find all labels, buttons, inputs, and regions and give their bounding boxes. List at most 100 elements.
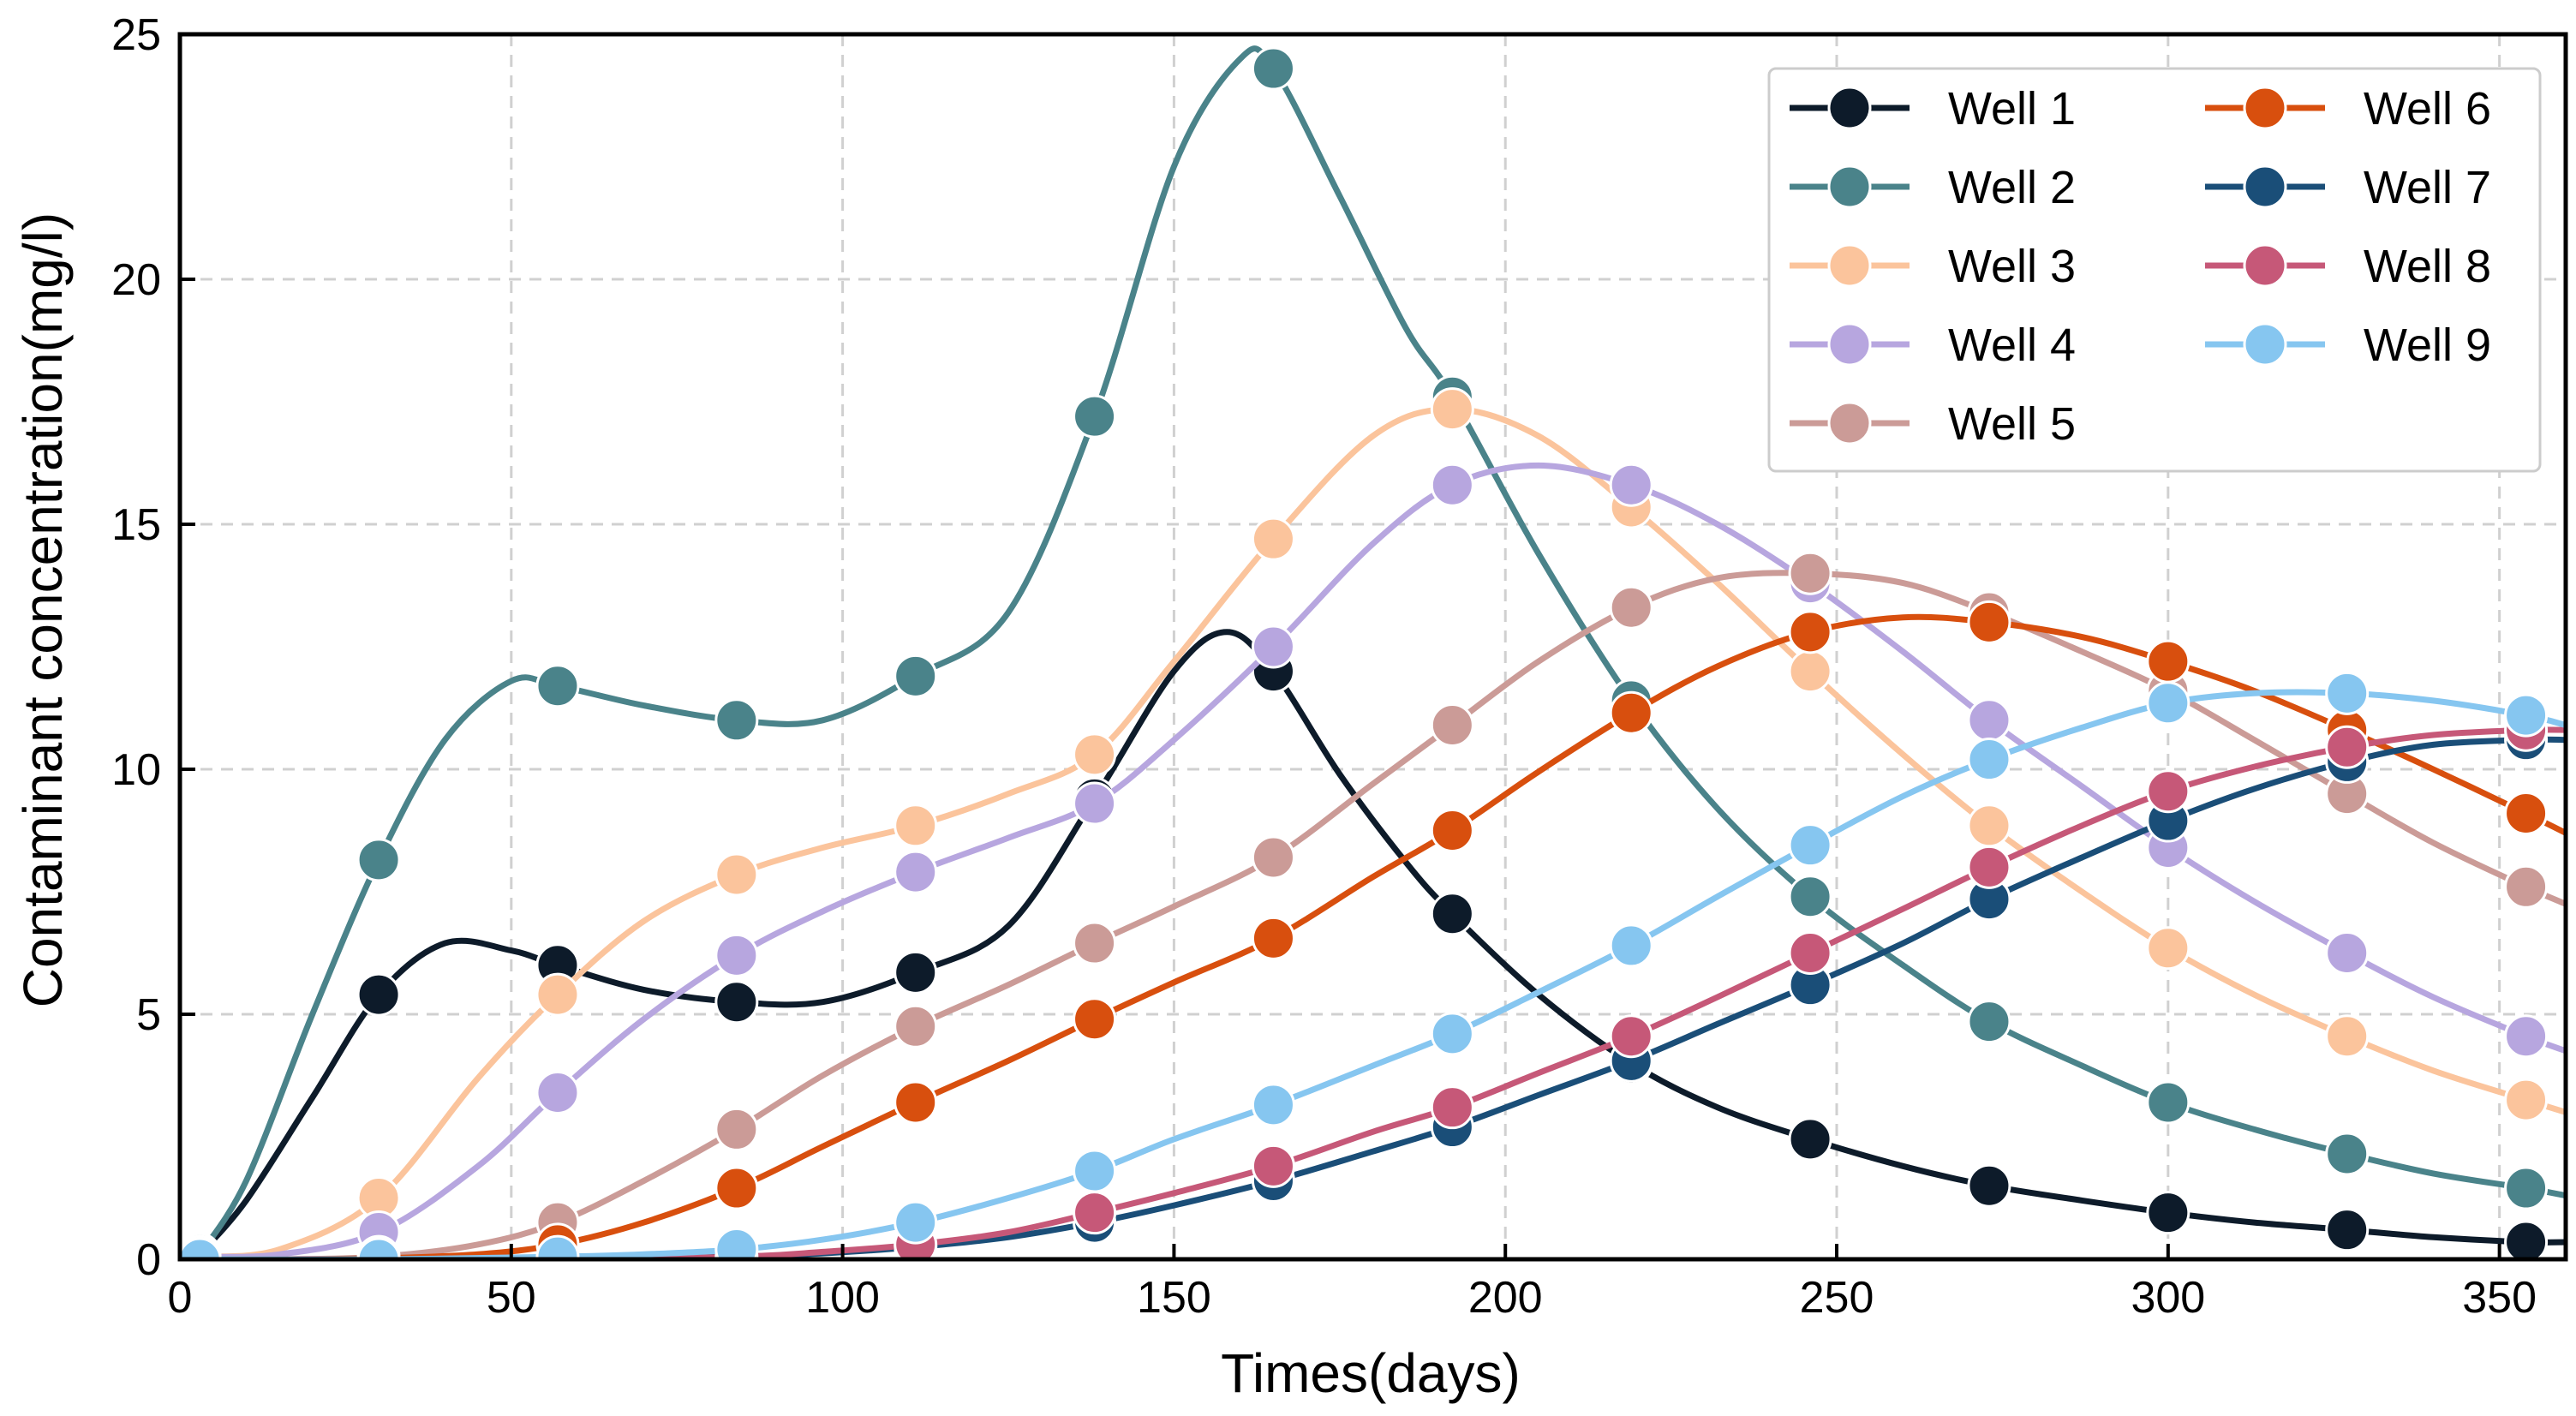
grid: [180, 34, 2566, 1259]
series-line-well-4: [196, 462, 2566, 1259]
x-axis-title: Times(days): [1221, 1342, 1521, 1404]
data-point-well-2: [535, 664, 580, 708]
data-point-well-1: [714, 980, 759, 1025]
legend-marker-well-3: [1827, 243, 1872, 288]
data-point-well-3: [1430, 387, 1474, 432]
legend-entry-well-4: Well 4: [1790, 320, 2076, 371]
data-point-well-8: [1073, 1191, 1117, 1235]
data-point-well-4: [894, 850, 938, 894]
data-point-well-2: [1788, 875, 1832, 919]
x-tick-label: 200: [1468, 1273, 1543, 1323]
data-point-well-8: [1967, 845, 2011, 889]
legend-marker-well-2: [1827, 164, 1872, 209]
data-point-well-6: [1430, 809, 1474, 852]
data-point-well-9: [535, 1234, 580, 1259]
legend-label-well-7: Well 7: [2364, 162, 2491, 213]
legend-entry-well-7: Well 7: [2205, 162, 2491, 213]
legend-label-well-9: Well 9: [2364, 320, 2491, 371]
data-point-well-9: [1430, 1012, 1474, 1056]
data-point-well-6: [1788, 610, 1832, 654]
data-point-well-1: [1967, 1163, 2011, 1208]
x-tick-label: 0: [168, 1273, 193, 1323]
y-axis-title: Contaminant concentration(mg/l): [12, 212, 74, 1007]
series-layer: [180, 45, 2566, 1259]
data-point-well-3: [535, 972, 580, 1017]
data-point-well-5: [2504, 864, 2549, 909]
series-well-6: [180, 600, 2566, 1259]
data-point-well-4: [535, 1071, 580, 1115]
data-point-well-5: [714, 1107, 759, 1151]
data-point-well-9: [1788, 823, 1832, 868]
legend-marker-well-4: [1827, 322, 1872, 367]
data-point-well-9: [1967, 738, 2011, 782]
x-tick-label: 50: [487, 1273, 536, 1323]
data-point-well-9: [1251, 1083, 1295, 1127]
legend-marker-well-7: [2243, 164, 2287, 209]
legend-box: [1767, 67, 2542, 473]
data-point-well-2: [1967, 1000, 2011, 1044]
series-well-3: [180, 387, 2566, 1259]
legend-marker-well-6: [2243, 86, 2287, 130]
legend-label-well-3: Well 3: [1948, 241, 2076, 292]
legend-label-well-4: Well 4: [1948, 320, 2076, 371]
data-point-well-2: [2146, 1080, 2190, 1125]
data-point-well-2: [2325, 1132, 2370, 1176]
x-tick-label: 300: [2131, 1273, 2205, 1323]
data-point-well-1: [1788, 1117, 1832, 1162]
series-line-well-2: [196, 45, 2566, 1258]
data-point-well-8: [2146, 769, 2190, 814]
x-tick-label: 350: [2462, 1273, 2537, 1323]
data-point-well-9: [894, 1200, 938, 1245]
data-point-well-3: [1967, 804, 2011, 848]
data-point-well-5: [1073, 921, 1117, 965]
legend-marker-well-8: [2243, 243, 2287, 288]
data-point-well-1: [2325, 1208, 2370, 1252]
y-tick-label: 20: [111, 255, 161, 305]
data-point-well-2: [894, 654, 938, 698]
legend-entry-well-8: Well 8: [2205, 241, 2491, 292]
series-line-well-5: [196, 570, 2566, 1259]
data-point-well-2: [1073, 394, 1117, 439]
legend-marker-well-1: [1827, 86, 1872, 130]
x-tick-label: 150: [1137, 1273, 1211, 1323]
y-tick-label: 0: [136, 1235, 161, 1285]
data-point-well-2: [356, 838, 401, 882]
legend-entry-well-9: Well 9: [2205, 320, 2491, 371]
legend: Well 1 Well 2 Well 3 Well 4 Well 5 Well 6 Well…: [1767, 67, 2542, 473]
legend-entry-well-3: Well 3: [1790, 241, 2076, 292]
series-well-9: [180, 671, 2566, 1259]
legend-marker-well-5: [1827, 401, 1872, 445]
series-line-well-1: [196, 629, 2566, 1258]
data-point-well-9: [2146, 681, 2190, 726]
legend-entry-well-1: Well 1: [1790, 83, 2076, 134]
data-point-well-4: [1251, 624, 1295, 669]
legend-label-well-8: Well 8: [2364, 241, 2491, 292]
data-point-well-5: [1251, 835, 1295, 880]
data-point-well-1: [2146, 1191, 2190, 1235]
data-point-well-1: [894, 950, 938, 995]
series-well-4: [180, 462, 2566, 1259]
data-point-well-9: [1609, 923, 1653, 968]
y-tick-label: 5: [136, 990, 161, 1040]
x-tick-label: 250: [1800, 1273, 1874, 1323]
data-point-well-3: [894, 804, 938, 848]
data-point-well-2: [1251, 46, 1295, 91]
legend-label-well-2: Well 2: [1948, 162, 2076, 213]
data-point-well-9: [356, 1237, 401, 1259]
data-point-well-2: [714, 698, 759, 743]
data-point-well-6: [894, 1080, 938, 1125]
data-point-well-8: [1251, 1144, 1295, 1188]
data-point-well-6: [1609, 690, 1653, 735]
data-point-well-1: [356, 972, 401, 1017]
data-point-well-8: [1609, 1014, 1653, 1059]
data-point-well-6: [714, 1166, 759, 1210]
data-point-well-9: [180, 1237, 222, 1259]
data-point-well-4: [2325, 931, 2370, 975]
data-point-well-6: [1967, 600, 2011, 644]
legend-marker-well-9: [2243, 322, 2287, 367]
y-tick-label: 15: [111, 500, 161, 550]
x-tick-label: 100: [805, 1273, 880, 1323]
data-point-well-4: [1609, 463, 1653, 507]
legend-label-well-6: Well 6: [2364, 83, 2491, 134]
